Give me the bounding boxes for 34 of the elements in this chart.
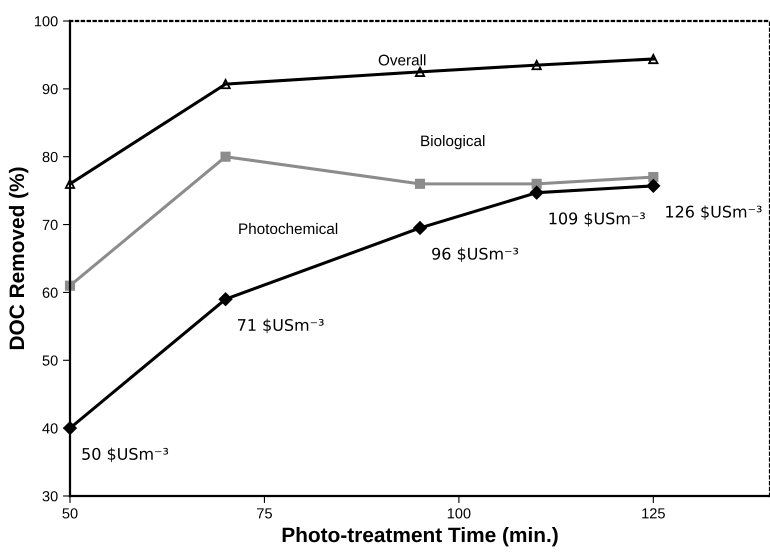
annotation: 109 $USm⁻³ bbox=[550, 212, 645, 227]
y-tick-label: 50 bbox=[42, 355, 58, 366]
y-tick-label: 40 bbox=[42, 423, 58, 434]
point bbox=[646, 179, 660, 193]
annotation: 126 $USm⁻³ bbox=[666, 205, 762, 220]
series-label: Biological bbox=[421, 135, 484, 150]
point bbox=[530, 186, 544, 200]
point bbox=[218, 292, 232, 306]
y-tick-label: 70 bbox=[42, 220, 58, 230]
point bbox=[220, 79, 231, 90]
series-label: Overall bbox=[378, 54, 426, 66]
x-tick-label: 125 bbox=[642, 508, 665, 519]
annotation: 96 $USm⁻³ bbox=[432, 247, 518, 262]
y-tick-label: 80 bbox=[42, 152, 58, 162]
point bbox=[532, 60, 542, 70]
point bbox=[413, 221, 427, 235]
y-tick-label: 90 bbox=[42, 84, 58, 94]
point bbox=[414, 178, 426, 189]
point bbox=[64, 178, 76, 189]
x-tick-label: 100 bbox=[448, 508, 470, 519]
x-axis-title: Photo-treatment Time (min.) bbox=[282, 526, 558, 546]
x-tick-label: 75 bbox=[257, 508, 272, 519]
y-axis-title: DOC Removed (%) bbox=[8, 168, 28, 350]
point bbox=[220, 152, 231, 162]
point bbox=[648, 172, 658, 182]
y-tick-label: 30 bbox=[42, 491, 58, 502]
x-tick-label: 50 bbox=[62, 508, 78, 519]
annotation: 71 $USm⁻³ bbox=[238, 318, 324, 334]
y-tick-label: 60 bbox=[42, 288, 58, 298]
point bbox=[414, 66, 426, 77]
annotation: 50 $USm⁻³ bbox=[82, 448, 168, 462]
y-tick-label: 100 bbox=[34, 16, 58, 26]
series-label: Photochemical bbox=[239, 222, 338, 234]
point bbox=[648, 54, 658, 64]
